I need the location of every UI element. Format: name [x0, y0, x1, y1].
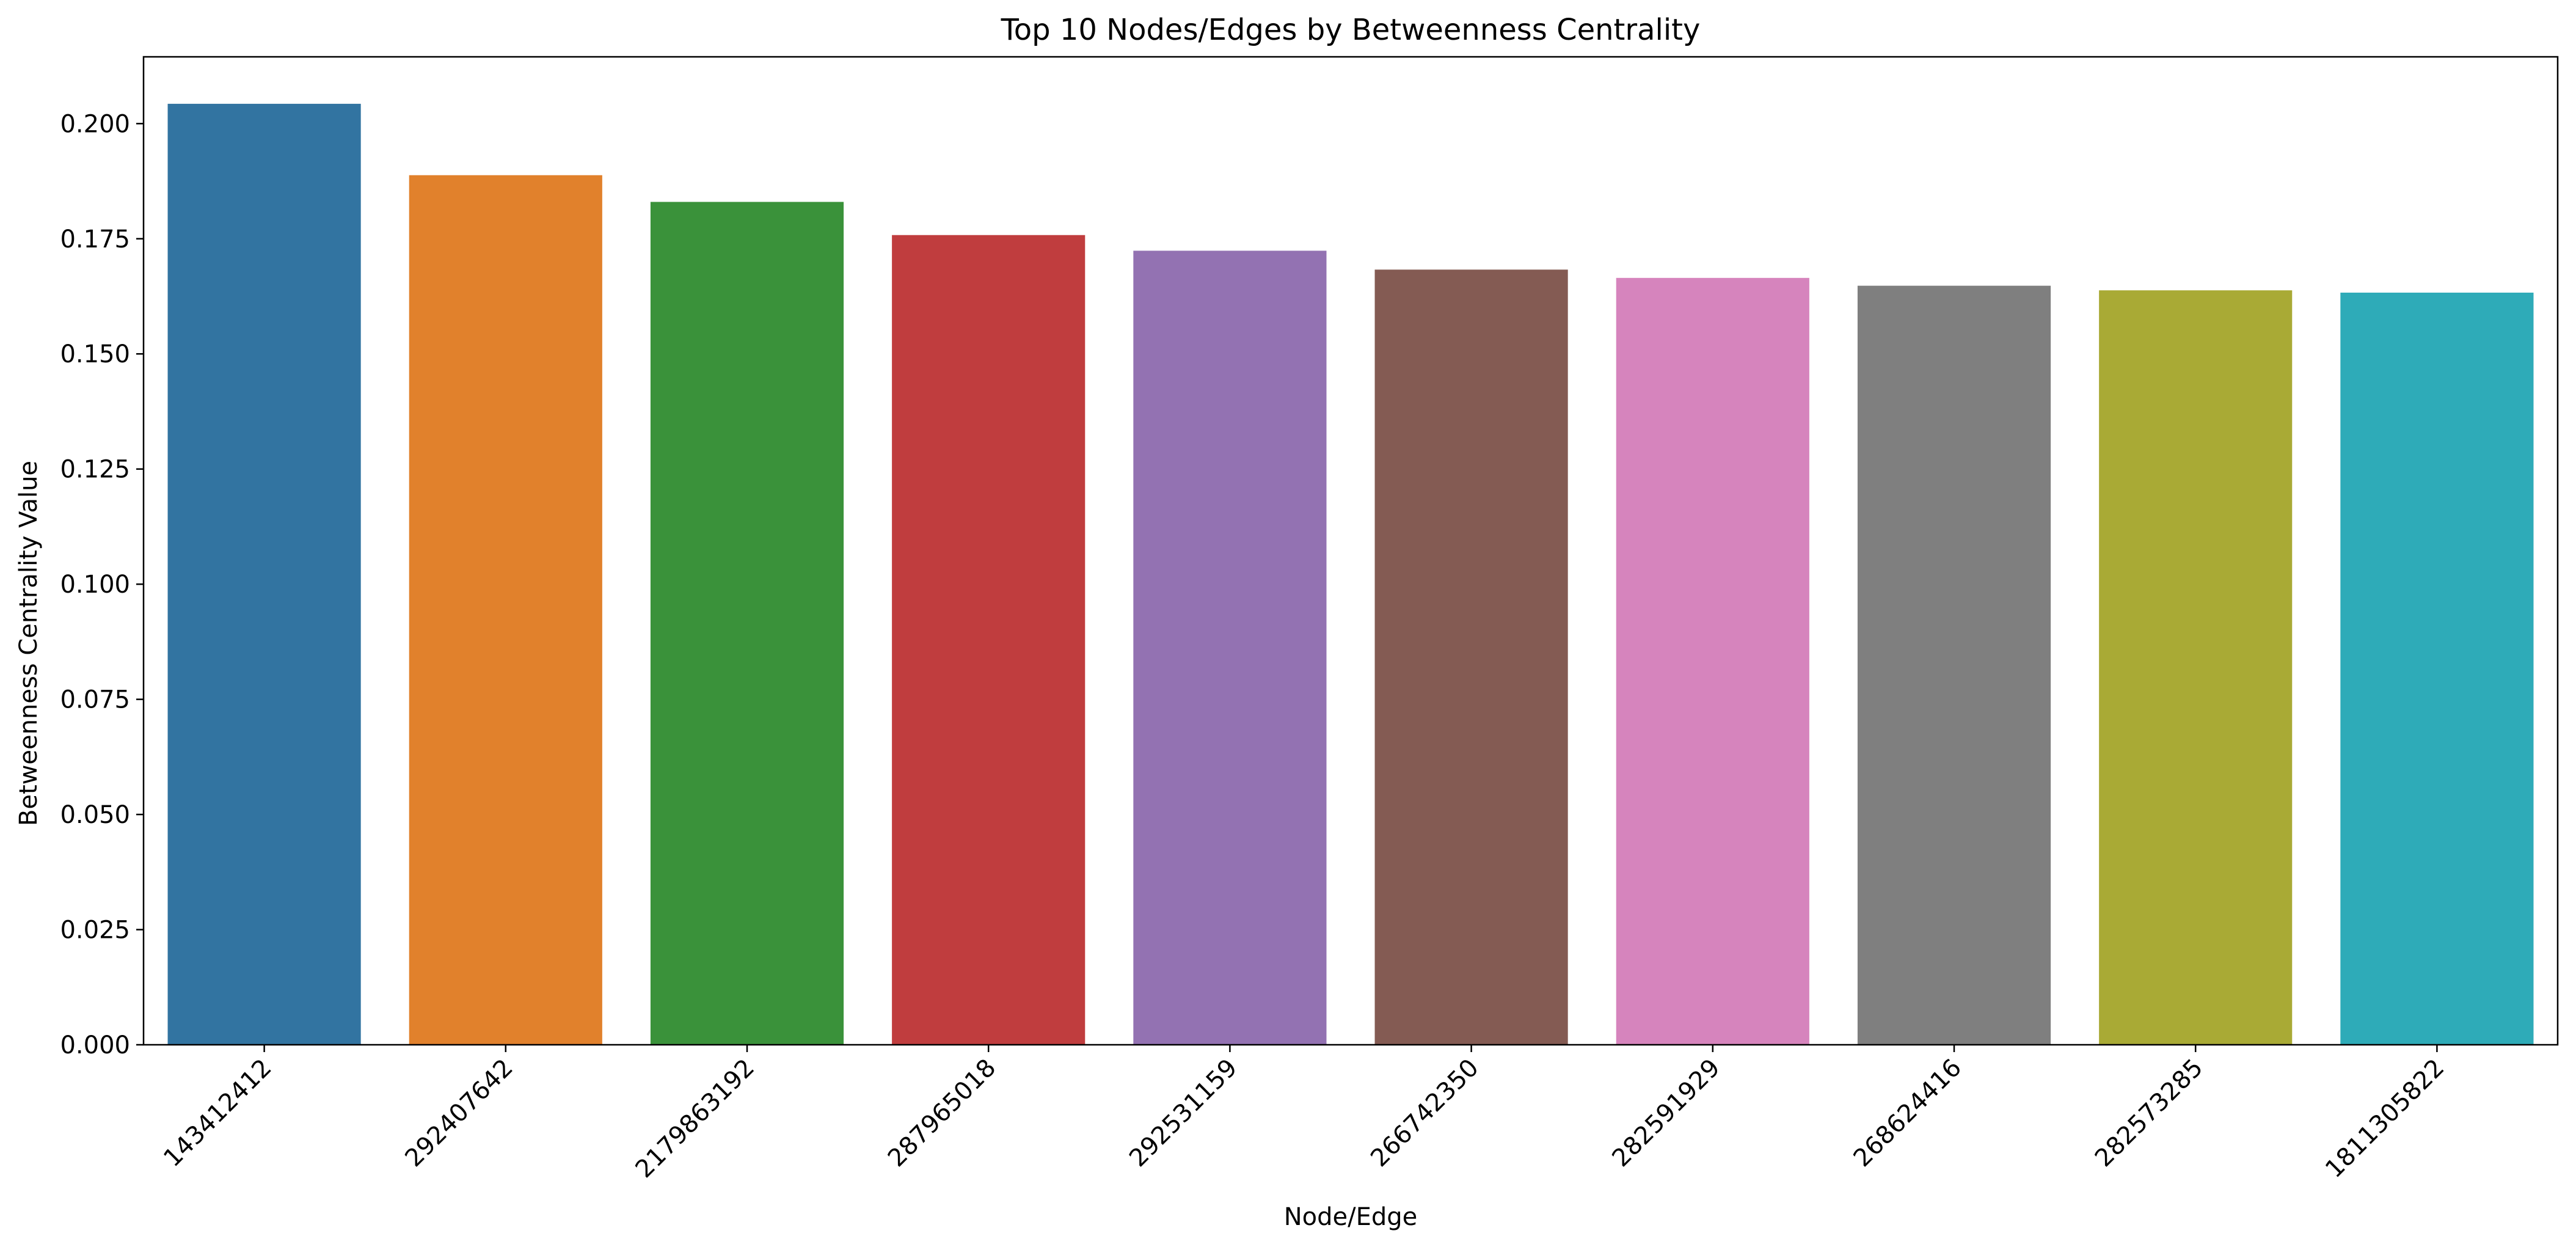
chart-title: Top 10 Nodes/Edges by Betweenness Centra…	[1001, 13, 1701, 47]
x-tick-label: 282591929	[1607, 1054, 1725, 1172]
x-tick-label: 292407642	[400, 1054, 518, 1172]
x-tick-label: 143412412	[158, 1054, 277, 1172]
x-tick-label: 292531159	[1124, 1054, 1242, 1172]
y-tick-label: 0.175	[60, 225, 130, 254]
bars-group	[167, 103, 2534, 1045]
y-tick-label: 0.150	[60, 340, 130, 368]
bar-282591929	[1616, 277, 1809, 1045]
x-tick-label: 287965018	[883, 1054, 1001, 1172]
y-tick-label: 0.200	[60, 110, 130, 138]
x-tick-label: 1811305822	[2320, 1054, 2450, 1183]
x-axis: 143412412 292407642 2179863192 287965018 292…	[158, 1045, 2450, 1183]
bar-143412412	[167, 103, 361, 1045]
bar-268624416	[1857, 285, 2051, 1045]
y-tick-label: 0.075	[60, 686, 130, 714]
y-tick-label: 0.050	[60, 801, 130, 829]
y-tick-label: 0.100	[60, 571, 130, 599]
y-axis: 0.000 0.025 0.050 0.075 0.100 0.125 0.150 0.175…	[60, 110, 144, 1059]
plot-frame	[142, 56, 2559, 1046]
x-axis-label: Node/Edge	[1284, 1203, 1418, 1231]
bar-292407642	[409, 175, 602, 1045]
x-tick-label: 266742350	[1365, 1054, 1484, 1172]
y-axis-label: Betweenness Centrality Value	[15, 461, 43, 826]
x-tick-label: 2179863192	[630, 1054, 760, 1183]
x-tick-label: 282573285	[2090, 1054, 2208, 1172]
bar-282573285	[2099, 290, 2293, 1045]
bar-266742350	[1374, 269, 1568, 1045]
bar-1811305822	[2340, 292, 2534, 1045]
x-tick-label: 268624416	[1848, 1054, 1967, 1172]
bar-2179863192	[650, 202, 844, 1045]
bar-292531159	[1133, 250, 1327, 1045]
y-tick-label: 0.125	[60, 456, 130, 484]
y-tick-label: 0.000	[60, 1031, 130, 1059]
y-tick-label: 0.025	[60, 916, 130, 945]
bar-287965018	[892, 235, 1085, 1045]
